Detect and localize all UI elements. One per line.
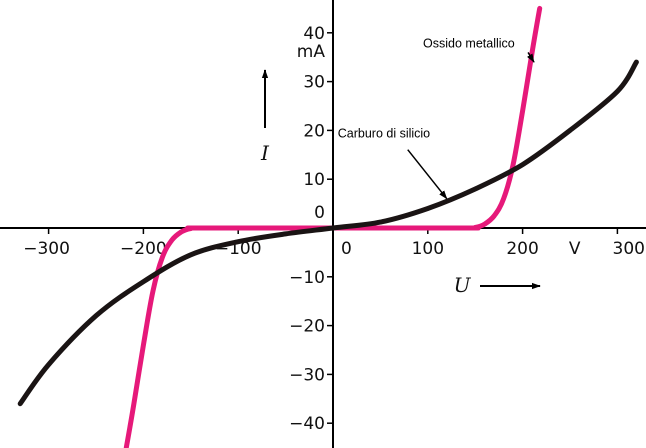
silicon-carbide-curve (17, 59, 639, 407)
x-unit-label: V (569, 239, 581, 259)
y-tick-label: −30 (289, 365, 325, 385)
annotation-silicon-carbide: Carburo di silicio (338, 127, 430, 141)
current-symbol: I (260, 141, 270, 165)
y-tick-label: −40 (289, 414, 325, 434)
y-tick-label: 30 (303, 73, 325, 93)
x-tick-label: −300 (23, 239, 70, 259)
y-unit-label: mA (297, 42, 326, 62)
y-tick-label: −20 (289, 317, 325, 337)
x-tick-label: 100 (412, 239, 444, 259)
x-tick-label: −200 (120, 239, 167, 259)
x-tick-label: 300 (613, 239, 645, 259)
voltage-symbol: U (454, 273, 472, 297)
y-tick-label: 20 (303, 121, 325, 141)
y-tick-label: −10 (289, 268, 325, 288)
x-tick-label: 200 (506, 239, 538, 259)
annotation-metal-oxide: Ossido metallico (423, 36, 515, 50)
y-tick-label: 40 (303, 24, 325, 44)
y-tick-label: 10 (303, 170, 325, 190)
x-tick-label: 0 (341, 239, 352, 259)
annotation-metal-oxide-arrow (527, 52, 535, 63)
y-tick-label: 0 (314, 203, 325, 223)
annotation-silicon-carbide-arrow (407, 149, 448, 200)
